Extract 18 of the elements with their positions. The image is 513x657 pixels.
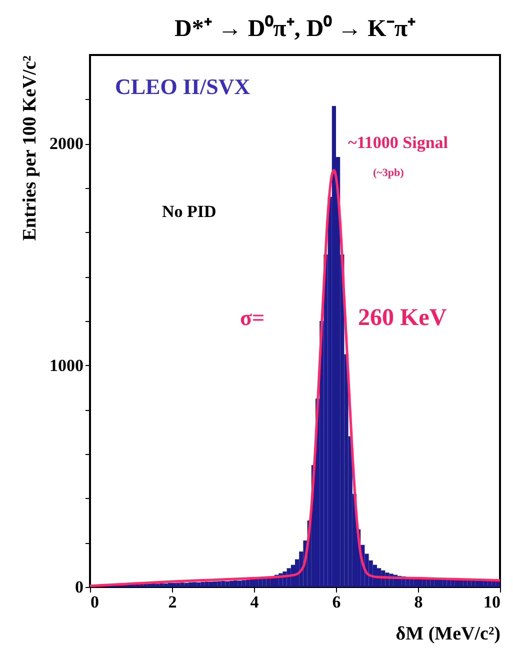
y-tick-label: 2000 bbox=[50, 134, 84, 154]
annotation: σ= bbox=[240, 305, 265, 330]
x-tick-label: 8 bbox=[414, 592, 423, 612]
x-axis-title: δM (MeV/c²) bbox=[396, 624, 500, 644]
y-axis-title: Entries per 100 KeV/c² bbox=[20, 55, 40, 241]
chart-title: D*⁺ → D⁰π⁺, D⁰ → K⁻π⁺ bbox=[174, 15, 416, 42]
y-tick-label: 1000 bbox=[50, 356, 84, 375]
annotation: (~3pb) bbox=[373, 167, 404, 179]
x-tick-label: 6 bbox=[332, 592, 341, 612]
x-tick-label: 10 bbox=[484, 592, 500, 612]
x-tick-label: 2 bbox=[168, 592, 177, 612]
x-tick-label: 4 bbox=[250, 592, 260, 612]
x-tick-label: 0 bbox=[90, 592, 99, 612]
annotation: CLEO II/SVX bbox=[115, 74, 250, 99]
annotation: 260 KeV bbox=[358, 305, 448, 331]
y-tick-label: 0 bbox=[75, 578, 84, 596]
annotation: ~11000 Signal bbox=[348, 133, 448, 152]
annotation: No PID bbox=[162, 202, 216, 221]
